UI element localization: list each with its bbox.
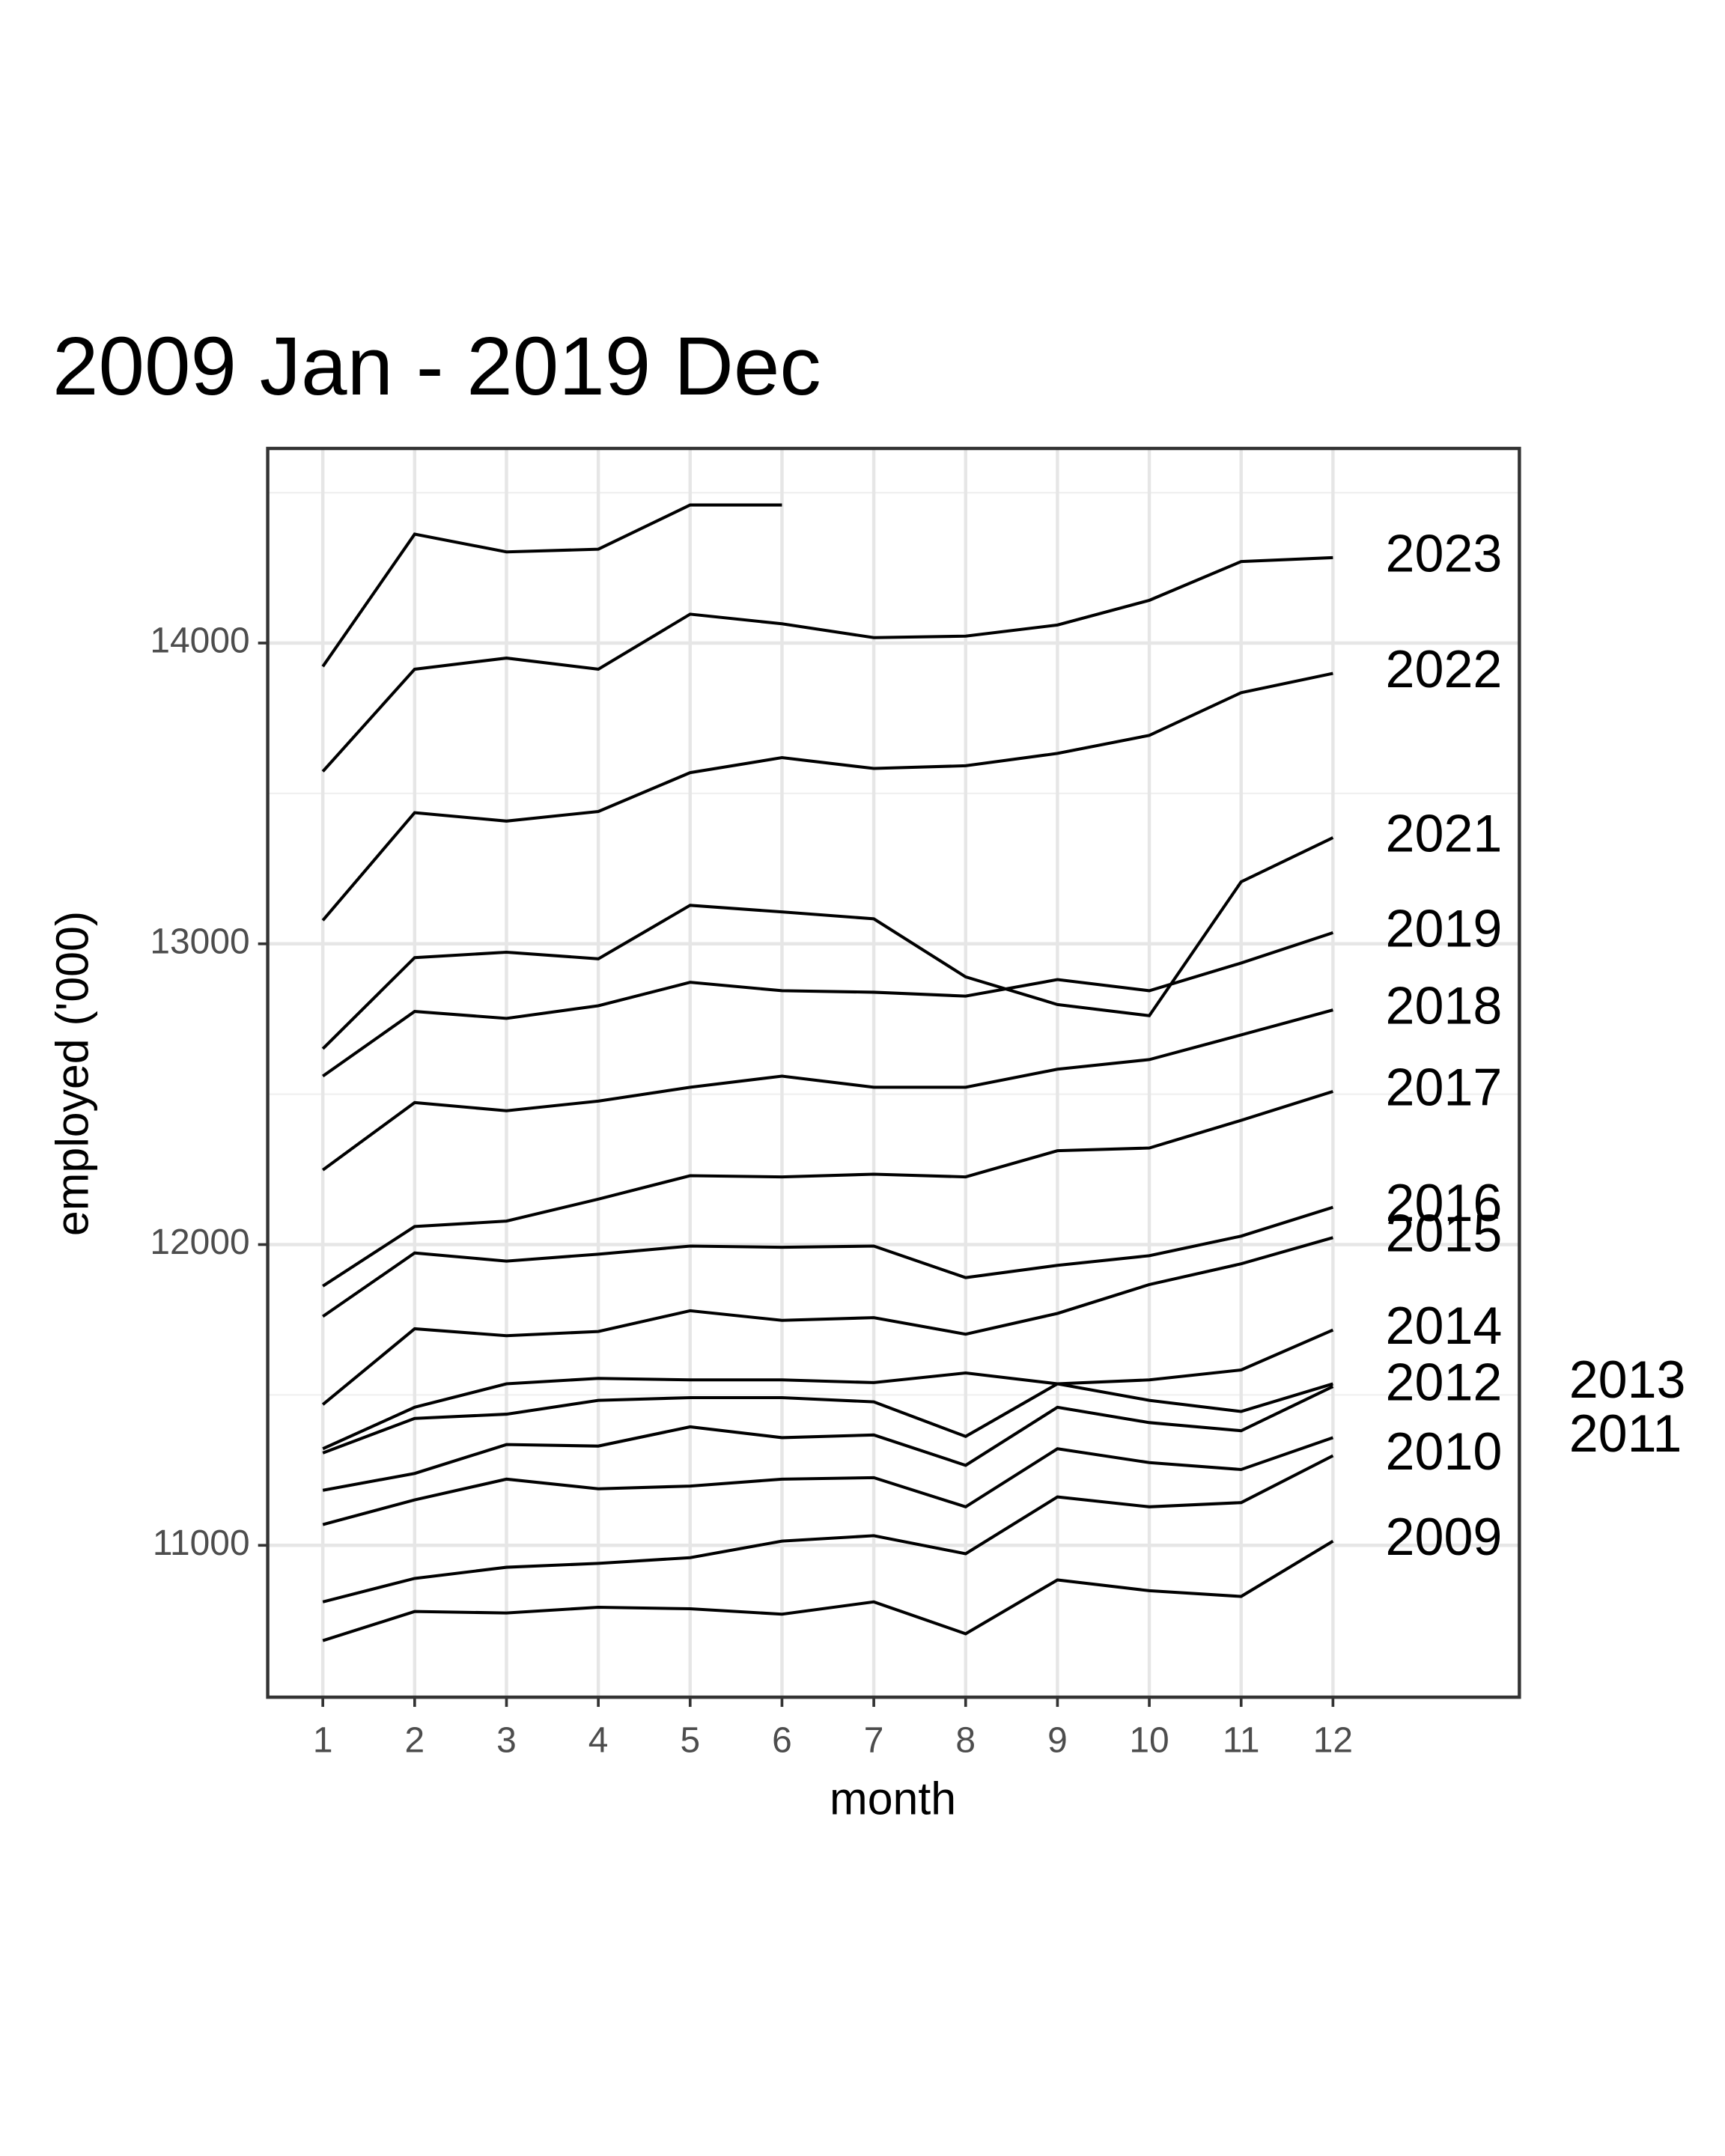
y-tick-label: 13000 [150, 922, 249, 961]
series-line [321, 1236, 1333, 1406]
x-tick-label: 10 [1129, 1721, 1169, 1761]
series-label: 2023 [1386, 524, 1503, 582]
series-label: 2021 [1386, 804, 1503, 862]
series-label: 2014 [1386, 1297, 1503, 1355]
series-label: 2018 [1386, 977, 1503, 1035]
series-line [322, 1328, 1334, 1455]
series-label: 2012 [1386, 1353, 1503, 1412]
series-label: 2019 [1386, 899, 1503, 957]
series-label: 2022 [1386, 640, 1503, 698]
series-line [322, 1090, 1333, 1288]
y-tick-label: 11000 [153, 1523, 250, 1563]
series-label: 2010 [1386, 1422, 1503, 1481]
series-line [322, 1454, 1334, 1604]
x-tick-label: 4 [588, 1721, 609, 1761]
x-tick-label: 3 [496, 1721, 517, 1761]
x-axis-title: month [830, 1773, 956, 1824]
series-label: 2009 [1386, 1508, 1503, 1566]
x-tick-label: 8 [955, 1721, 976, 1761]
series-line [322, 1436, 1334, 1526]
panel-border [266, 446, 1521, 1699]
series-line [321, 555, 1333, 773]
x-tick-label: 11 [1223, 1721, 1260, 1761]
series-line [321, 503, 782, 668]
series-label: 2017 [1386, 1058, 1503, 1116]
series-line [322, 1385, 1334, 1492]
x-tick-label: 12 [1313, 1721, 1353, 1761]
series-line [322, 1539, 1334, 1642]
y-tick-label: 14000 [150, 621, 249, 661]
series-line [321, 672, 1333, 922]
y-tick-label: 12000 [150, 1222, 249, 1262]
series-label: 2015 [1386, 1205, 1503, 1263]
x-tick-label: 1 [313, 1721, 333, 1761]
series-label: 2011 [1569, 1404, 1682, 1463]
series-line [322, 1205, 1333, 1318]
series-line [322, 931, 1334, 1078]
series-label: 2013 [1569, 1350, 1686, 1409]
x-tick-label: 6 [772, 1721, 792, 1761]
x-tick-label: 7 [864, 1721, 884, 1761]
series-label: 2016 [1386, 1174, 1503, 1232]
x-tick-label: 5 [680, 1721, 700, 1761]
chart-title: 2009 Jan - 2019 Dec [52, 320, 821, 412]
series-line [321, 1008, 1333, 1172]
y-axis-title: employed ('000) [46, 911, 97, 1236]
x-tick-label: 9 [1047, 1721, 1068, 1761]
series-line [322, 1371, 1333, 1451]
x-tick-label: 2 [405, 1721, 425, 1761]
series-line [321, 836, 1334, 1050]
